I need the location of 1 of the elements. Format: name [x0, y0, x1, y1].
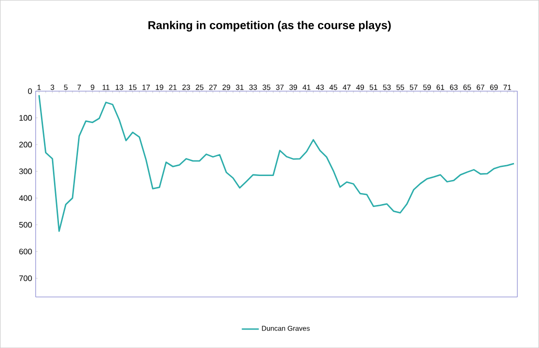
- chart-title: Ranking in competition (as the course plays): [148, 20, 391, 32]
